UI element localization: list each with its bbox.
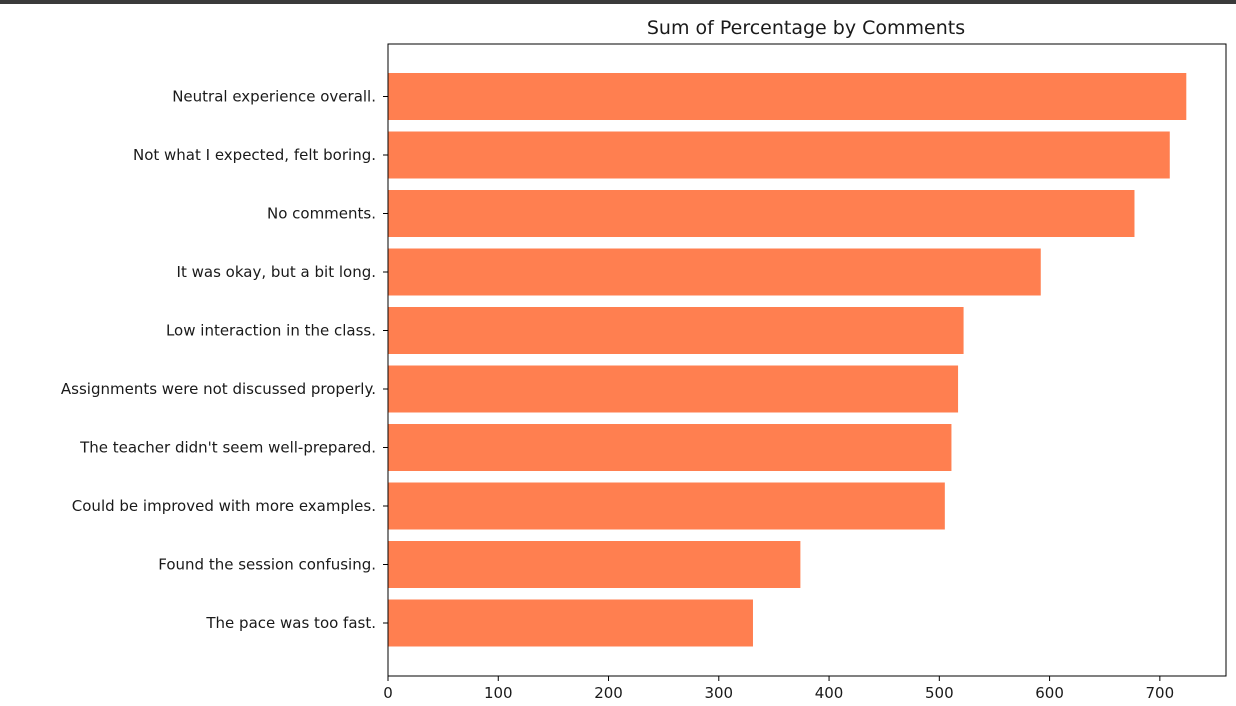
bar [388,131,1170,179]
y-tick-label: The pace was too fast. [205,614,376,632]
bar [388,541,801,588]
bar [388,599,753,647]
window-top-strip [0,0,1236,4]
y-tick-label: Could be improved with more examples. [72,497,376,515]
bar [388,424,952,471]
x-tick-label: 500 [925,684,954,702]
plot-frame [387,43,1227,677]
bar [388,307,964,354]
y-tick-label: It was okay, but a bit long. [177,263,376,281]
y-tick-label: Not what I expected, felt boring. [133,146,376,164]
bars-group [388,73,1187,647]
x-tick-label: 400 [815,684,844,702]
y-tick-label: Low interaction in the class. [166,322,376,340]
x-tick-label: 600 [1035,684,1064,702]
bar [388,248,1041,296]
y-tick-label: Neutral experience overall. [172,88,376,106]
x-axis-ticks: 0 100 200 300 400 500 600 700 [383,676,1174,702]
y-tick-label: Assignments were not discussed properly. [61,380,376,398]
chart-title: Sum of Percentage by Comments [647,17,965,39]
bar [388,365,959,413]
x-tick-label: 300 [704,684,733,702]
y-tick-label: No comments. [267,205,376,223]
x-tick-label: 100 [484,684,513,702]
x-tick-label: 0 [383,684,393,702]
x-tick-label: 200 [594,684,623,702]
bar [388,482,945,530]
y-axis-ticks: Neutral experience overall. Not what I ex… [61,88,388,632]
y-tick-label: Found the session confusing. [158,556,376,574]
bar [388,190,1135,237]
bar [388,73,1187,120]
y-tick-label: The teacher didn't seem well-prepared. [79,439,376,457]
x-tick-label: 700 [1146,684,1175,702]
